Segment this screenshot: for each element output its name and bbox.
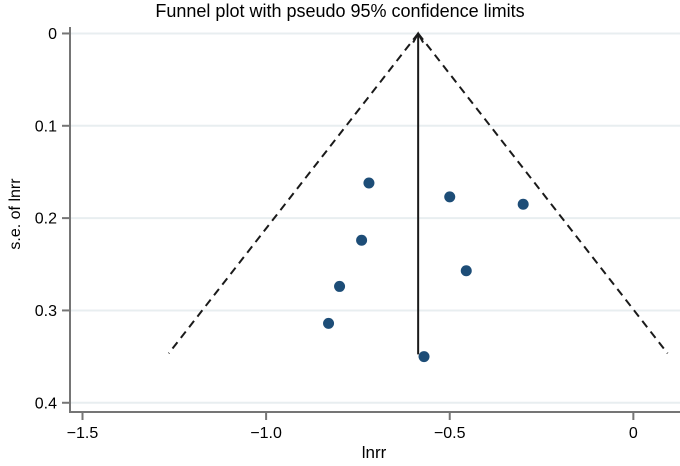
- data-point: [418, 351, 430, 363]
- y-tick-label: 0: [48, 26, 57, 43]
- funnel-upper-ci-line: [417, 32, 669, 354]
- x-tick-label: 0: [629, 425, 638, 442]
- arrowhead-icon: [412, 31, 425, 43]
- y-tick-label: 0.4: [35, 395, 57, 412]
- data-point: [444, 191, 456, 203]
- data-point: [517, 198, 529, 210]
- data-point: [356, 234, 368, 246]
- x-tick-label: −0.5: [434, 425, 466, 442]
- chart-title: Funnel plot with pseudo 95% confidence l…: [155, 1, 525, 21]
- data-point: [323, 317, 335, 329]
- x-tick-label: −1.5: [67, 425, 99, 442]
- y-tick-label: 0.3: [35, 303, 57, 320]
- data-point: [334, 280, 346, 292]
- data-point: [363, 177, 375, 189]
- x-axis-label: lnrr: [361, 443, 387, 462]
- x-tick-label: −1.0: [250, 425, 282, 442]
- data-point: [460, 265, 472, 277]
- funnel-lower-ci-line: [167, 32, 419, 354]
- y-tick-label: 0.2: [35, 211, 57, 228]
- y-tick-label: 0.1: [35, 118, 57, 135]
